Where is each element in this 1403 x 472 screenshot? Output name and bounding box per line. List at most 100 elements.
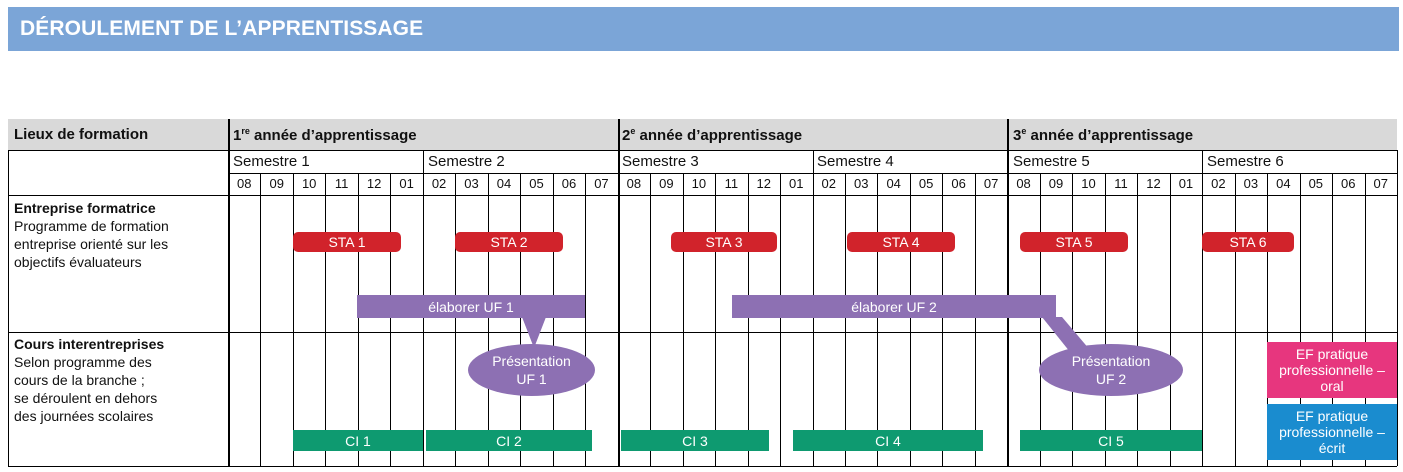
month-divider bbox=[455, 173, 456, 466]
month-divider bbox=[1137, 173, 1138, 466]
grid-vline bbox=[1397, 150, 1398, 466]
presentation-line: Présentation bbox=[1071, 353, 1151, 369]
year-divider bbox=[618, 119, 620, 466]
month-cell: 01 bbox=[399, 176, 414, 191]
month-cell: 03 bbox=[1243, 176, 1259, 191]
month-divider bbox=[293, 173, 294, 466]
month-cell: 09 bbox=[1048, 176, 1064, 191]
year-divider bbox=[228, 119, 230, 466]
year-1-header: 1re année d’apprentissage bbox=[233, 126, 417, 144]
month-divider bbox=[520, 173, 521, 466]
presentation-line: UF 2 bbox=[1095, 371, 1127, 387]
presentation-line: Présentation bbox=[492, 353, 571, 369]
month-cell: 11 bbox=[1114, 176, 1128, 191]
month-divider bbox=[942, 173, 943, 466]
month-divider bbox=[260, 173, 261, 466]
grid-hline bbox=[8, 332, 1397, 333]
sta-bar: STA 5 bbox=[1020, 232, 1128, 252]
month-cell: 12 bbox=[756, 176, 772, 191]
ef-line: oral bbox=[1320, 378, 1344, 394]
month-divider bbox=[1300, 173, 1301, 466]
page-title: DÉROULEMENT DE L’APPRENTISSAGE bbox=[20, 17, 424, 40]
presentation-uf2-bubble: Présentation UF 2 bbox=[1039, 344, 1183, 396]
ef-oral-box: EF pratique professionnelle – oral bbox=[1267, 342, 1397, 398]
row-cours-title: Cours interentreprises bbox=[14, 336, 165, 352]
month-divider bbox=[683, 173, 684, 466]
month-cell: 06 bbox=[1341, 176, 1356, 191]
ci-bar: CI 3 bbox=[621, 430, 769, 451]
row-cours-line: des journées scolaires bbox=[14, 408, 154, 424]
month-divider bbox=[325, 173, 326, 466]
month-cell: 09 bbox=[269, 176, 284, 191]
month-cell: 02 bbox=[431, 176, 447, 191]
month-cell: 02 bbox=[821, 176, 836, 191]
grid-hline bbox=[8, 150, 1397, 151]
grid-vline bbox=[8, 150, 9, 466]
semester-1: Semestre 1 bbox=[233, 153, 310, 170]
month-cell: 02 bbox=[1211, 176, 1226, 191]
month-divider bbox=[650, 173, 651, 466]
ci-bar: CI 4 bbox=[793, 430, 983, 451]
month-cell: 07 bbox=[983, 176, 999, 191]
year-2-header: 2e année d’apprentissage bbox=[622, 126, 803, 144]
sta-bar: STA 2 bbox=[455, 232, 563, 252]
sta-bar: STA 4 bbox=[847, 232, 955, 252]
ef-line: professionnelle – bbox=[1279, 362, 1385, 378]
places-header: Lieux de formation bbox=[14, 126, 149, 143]
ci-bar: CI 2 bbox=[426, 430, 592, 451]
uf-bar: élaborer UF 1 bbox=[357, 295, 585, 318]
month-cell: 05 bbox=[1308, 176, 1324, 191]
uf-bar: élaborer UF 2 bbox=[732, 295, 1056, 318]
row-cours-line: cours de la branche ; bbox=[14, 372, 145, 388]
ef-line: professionnelle – bbox=[1279, 424, 1385, 440]
month-cell: 05 bbox=[918, 176, 934, 191]
month-cell: 09 bbox=[659, 176, 674, 191]
title-bar: DÉROULEMENT DE L’APPRENTISSAGE bbox=[8, 7, 1399, 51]
row-entreprise-line: objectifs évaluateurs bbox=[14, 254, 142, 270]
month-cell: 04 bbox=[886, 176, 901, 191]
sta-bar: STA 6 bbox=[1202, 232, 1294, 252]
grid-hline bbox=[8, 195, 1397, 196]
month-cell: 08 bbox=[626, 176, 642, 191]
row-entreprise: Entreprise formatrice Programme de forma… bbox=[14, 199, 169, 271]
month-divider bbox=[845, 173, 846, 466]
year-3-header: 3e année d’apprentissage bbox=[1013, 126, 1194, 144]
presentation-line: UF 1 bbox=[516, 371, 547, 387]
sta-bar: STA 3 bbox=[671, 232, 777, 252]
month-cell: 01 bbox=[789, 176, 804, 191]
month-cell: 01 bbox=[1178, 176, 1194, 191]
month-divider bbox=[780, 173, 781, 466]
month-cell: 11 bbox=[334, 176, 349, 191]
presentation-uf1-bubble: Présentation UF 1 bbox=[468, 344, 595, 396]
semester-3: Semestre 3 bbox=[622, 153, 699, 170]
grid-hline bbox=[8, 466, 1397, 467]
month-cell: 07 bbox=[1373, 176, 1388, 191]
month-divider bbox=[975, 173, 976, 466]
row-entreprise-line: Programme de formation bbox=[14, 218, 169, 234]
month-divider bbox=[1332, 173, 1333, 466]
month-cell: 06 bbox=[561, 176, 577, 191]
row-cours-line: se déroulent en dehors bbox=[14, 390, 158, 406]
month-cell: 04 bbox=[496, 176, 512, 191]
month-divider bbox=[553, 173, 554, 466]
month-cell: 10 bbox=[301, 176, 317, 191]
month-divider bbox=[1040, 173, 1041, 466]
month-divider bbox=[1105, 173, 1106, 466]
year-divider bbox=[1007, 119, 1009, 466]
ef-line: EF pratique bbox=[1295, 408, 1369, 424]
row-cours: Cours interentreprises Selon programme d… bbox=[14, 335, 164, 425]
ef-line: EF pratique bbox=[1295, 346, 1369, 362]
month-cell: 05 bbox=[529, 176, 544, 191]
ci-bar: CI 5 bbox=[1020, 430, 1202, 451]
month-cell: 08 bbox=[1016, 176, 1031, 191]
month-cell: 04 bbox=[1276, 176, 1291, 191]
sta-bar: STA 1 bbox=[293, 232, 401, 252]
semester-4: Semestre 4 bbox=[817, 153, 894, 170]
month-divider bbox=[1235, 173, 1236, 466]
semester-6: Semestre 6 bbox=[1207, 153, 1284, 170]
month-divider bbox=[1267, 173, 1268, 466]
month-cell: 11 bbox=[724, 176, 739, 191]
ef-ecrit-box: EF pratique professionnelle – écrit bbox=[1267, 404, 1397, 460]
month-divider bbox=[910, 173, 911, 466]
month-divider bbox=[1072, 173, 1073, 466]
